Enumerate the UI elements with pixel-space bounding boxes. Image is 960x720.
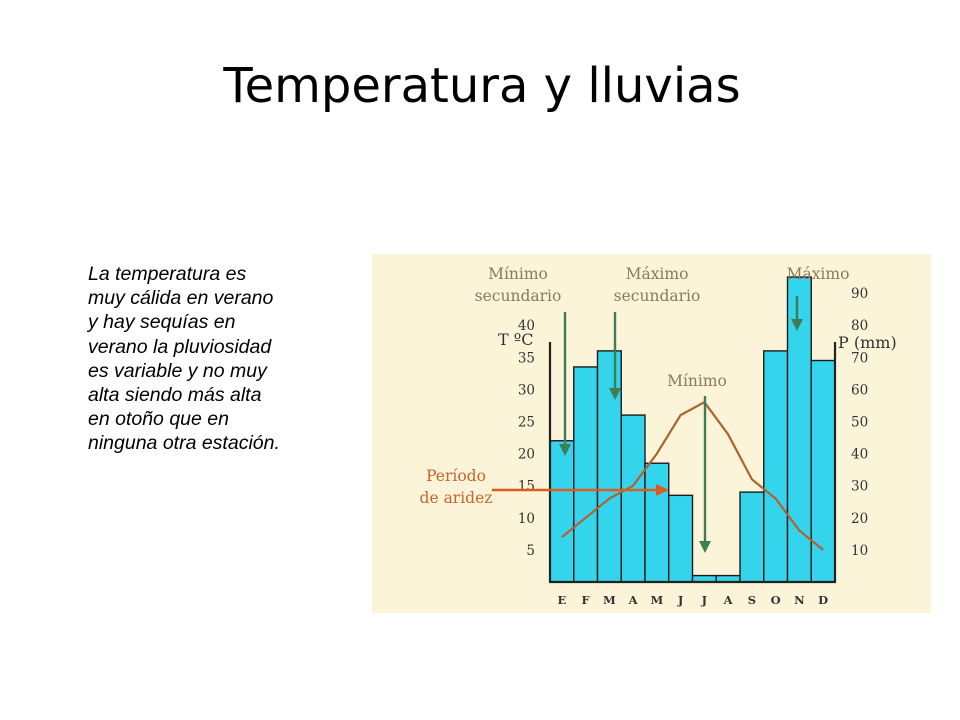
left-tick-label: 25 [518,415,535,431]
precip-bar-3 [596,350,622,583]
month-label-6: J [677,593,683,607]
temperature-line [561,400,824,551]
right-tick-label: 30 [851,479,868,495]
annotation-minimo-secundario: Mínimo secundario [475,265,571,456]
left-tick-label: 35 [518,350,535,366]
annotation-text: Máximo [787,265,850,283]
annotation-arrowhead [656,484,669,496]
precip-bar-4 [620,414,646,583]
precip-bar-5 [644,462,670,583]
precip-bar-2 [573,366,599,583]
month-label-12: D [818,593,828,607]
slide-title: Temperatura y lluvias [223,58,741,114]
annotation-text: secundario [614,287,701,305]
annotation-maximo-secundario: Máximo secundario [609,265,700,400]
month-label-1: E [557,593,566,607]
month-label-3: M [603,593,616,607]
annotation-text: Mínimo [488,265,548,283]
month-label-9: S [748,593,756,607]
right-tick-label: 80 [851,318,868,334]
axes [548,342,837,584]
annotation-text: secundario [475,287,562,305]
month-label-5: M [651,593,664,607]
month-label-7: J [701,593,707,607]
left-tick-label: 40 [518,318,535,334]
right-tick-label: 50 [851,415,868,431]
precip-bar-9 [739,491,765,583]
right-axis-ticks: 10 20 30 40 50 60 70 80 90 [851,286,868,559]
right-tick-label: 10 [851,543,868,559]
month-label-4: A [628,593,639,607]
annotation-arrowhead [791,319,803,331]
precip-bar-6 [668,494,694,583]
precip-bar-1 [549,440,575,583]
slide-body-text: La temperatura es muy cálida en verano y… [88,263,280,455]
annotation-maximo: Máximo [787,265,850,331]
annotation-arrowhead [609,388,621,400]
annotation-text: Período [426,467,486,485]
right-tick-label: 40 [851,447,868,463]
month-label-10: O [771,593,781,607]
annotation-arrowhead [699,541,711,553]
right-tick-label: 70 [851,350,868,366]
precipitation-bars [549,276,836,583]
left-tick-label: 5 [526,543,535,559]
right-tick-label: 90 [851,286,868,302]
annotation-arrowhead [559,444,571,456]
month-label-2: F [582,593,591,607]
annotation-text: Mínimo [667,372,727,390]
precip-bar-10 [763,350,789,583]
annotations: Mínimo secundario Máximo secundario Máximo Mí… [420,265,850,553]
month-label-8: A [723,593,734,607]
right-axis-label: P (mm) [838,333,897,352]
left-tick-label: 20 [518,447,535,463]
left-axis-ticks: 5 10 15 20 25 30 35 40 [518,318,535,559]
left-tick-label: 10 [518,511,535,527]
month-label-11: N [794,593,805,607]
left-tick-label: 30 [518,382,535,398]
annotation-minimo: Mínimo [667,372,727,553]
right-tick-label: 60 [851,382,868,398]
annotation-periodo-aridez: Período de aridez [420,467,669,507]
annotation-text: Máximo [626,265,689,283]
annotation-text: de aridez [420,489,493,507]
right-tick-label: 20 [851,511,868,527]
left-tick-label: 15 [518,479,535,495]
left-axis-label: T ºC [498,330,534,349]
